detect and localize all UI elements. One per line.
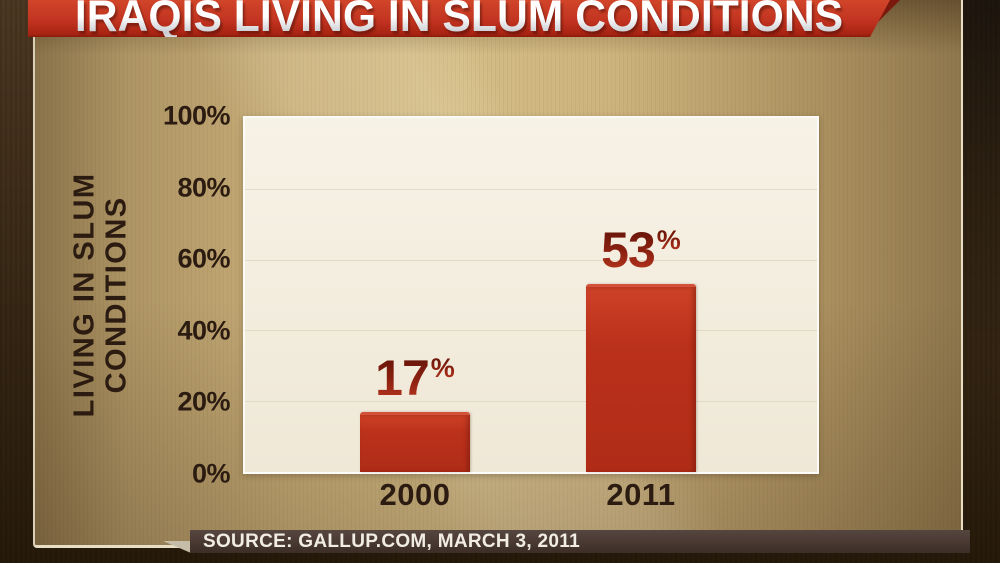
bar-2000 <box>360 411 470 472</box>
bar-value-number: 17 <box>375 349 430 406</box>
y-axis-title-line2: CONDITIONS <box>100 196 133 394</box>
y-tick-labels: 100% 80% 60% 40% 20% 0% <box>130 101 231 489</box>
x-tick-label: 2000 <box>379 477 451 512</box>
y-tick-label: 60% <box>177 243 230 274</box>
title-banner: IRAQIS LIVING IN SLUM CONDITIONS <box>28 0 890 37</box>
gridline <box>245 401 817 403</box>
gridline <box>245 330 817 332</box>
gridline <box>245 259 817 261</box>
bar-value-label: 53% <box>601 225 681 275</box>
plot-area: 17% 53% <box>243 116 819 474</box>
y-axis-title-line1: LIVING IN SLUM <box>68 172 101 418</box>
bar-2011 <box>586 284 696 472</box>
y-tick-label: 100% <box>162 100 231 131</box>
y-tick-label: 40% <box>177 315 230 346</box>
gridline <box>245 188 817 190</box>
bar-value-percent-sign: % <box>430 352 455 383</box>
source-bar: SOURCE: GALLUP.COM, MARCH 3, 2011 <box>190 530 970 553</box>
x-tick-label: 2011 <box>606 477 676 512</box>
bar-value-label: 17% <box>375 353 455 403</box>
source-text: SOURCE: GALLUP.COM, MARCH 3, 2011 <box>203 531 580 552</box>
y-tick-label: 20% <box>177 386 230 417</box>
bar-value-number: 53 <box>601 222 656 279</box>
bar-value-percent-sign: % <box>656 225 681 256</box>
page-title: IRAQIS LIVING IN SLUM CONDITIONS <box>75 0 843 37</box>
y-tick-label: 80% <box>177 172 230 203</box>
x-axis-labels: 2000 2011 <box>245 477 817 513</box>
y-tick-label: 0% <box>191 458 231 489</box>
